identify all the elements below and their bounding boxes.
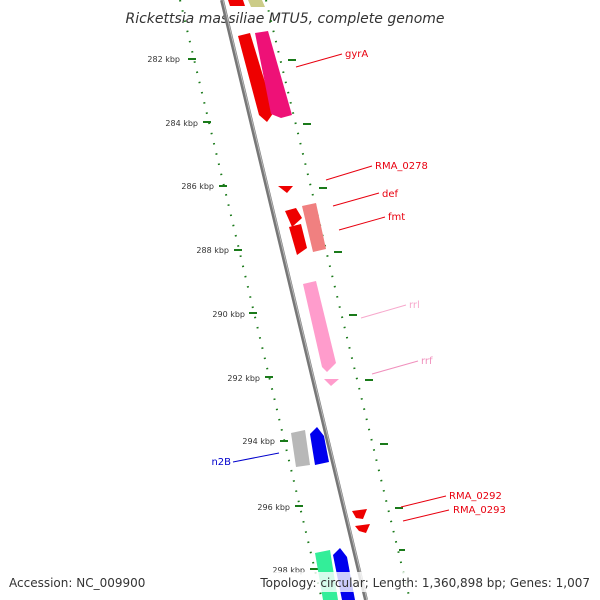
chromosome-backbone-highlight <box>222 0 368 600</box>
label-rrf[interactable]: rrf <box>421 356 433 367</box>
chromosome-backbone <box>220 0 368 600</box>
callout-rrf <box>371 360 419 375</box>
tick-label-284: 284 kbp <box>165 119 198 128</box>
tick-label-288: 288 kbp <box>196 246 229 255</box>
label-rrl[interactable]: rrl <box>409 300 420 311</box>
gene-labels: gyrA RMA_0278 def fmt rrl rrf n2B RMA_02… <box>211 49 506 522</box>
gene-feature-rrf[interactable] <box>324 379 339 386</box>
callout-rrl <box>360 304 407 319</box>
label-fmt[interactable]: fmt <box>388 212 405 223</box>
map-title: Rickettsia massiliae MTU5, complete geno… <box>125 11 444 27</box>
inner-scale-track <box>179 0 323 600</box>
label-n2B[interactable]: n2B <box>211 457 231 468</box>
gene-feature-red-small <box>289 224 307 255</box>
callout-n2B <box>232 452 280 463</box>
gene-feature-top-red <box>228 0 245 6</box>
tick-label-290: 290 kbp <box>212 310 245 319</box>
gene-feature-fmt[interactable] <box>302 203 326 252</box>
scale-ticks: 282 kbp 284 kbp 286 kbp 288 kbp 290 kbp … <box>147 55 405 575</box>
gene-feature-rrl[interactable] <box>303 281 336 372</box>
callout-gyrA <box>295 53 343 68</box>
tick-label-282: 282 kbp <box>147 55 180 64</box>
gene-feature-top-olive <box>248 0 265 7</box>
gene-feature-grey <box>291 430 310 467</box>
genome-summary-text: Topology: circular; Length: 1,360,898 bp… <box>259 576 590 590</box>
label-RMA_0292[interactable]: RMA_0292 <box>449 491 502 502</box>
gene-feature-def[interactable] <box>285 208 302 227</box>
callout-RMA_0293 <box>402 509 450 522</box>
callout-fmt <box>338 216 386 231</box>
gene-features <box>228 0 370 600</box>
gene-feature-RMA_0278[interactable] <box>278 186 293 193</box>
tick-label-296: 296 kbp <box>257 503 290 512</box>
callout-RMA_0292 <box>400 495 447 508</box>
label-def[interactable]: def <box>382 189 399 200</box>
label-gyrA[interactable]: gyrA <box>345 49 368 60</box>
label-RMA_0293[interactable]: RMA_0293 <box>453 505 506 516</box>
tick-label-298: 298 kbp <box>272 566 305 575</box>
tick-label-294: 294 kbp <box>242 437 275 446</box>
footer-backdrop <box>256 572 592 592</box>
gene-feature-n2B[interactable] <box>310 427 329 465</box>
gene-feature-red-large <box>238 33 274 122</box>
callout-def <box>332 192 380 207</box>
tick-label-292: 292 kbp <box>227 374 260 383</box>
gene-feature-gyrA[interactable] <box>255 31 292 118</box>
gene-feature-RMA_0293[interactable] <box>355 524 370 533</box>
label-RMA_0278[interactable]: RMA_0278 <box>375 161 428 172</box>
callout-RMA_0278 <box>325 165 373 181</box>
gene-feature-RMA_0292[interactable] <box>352 509 367 519</box>
accession-text: Accession: NC_009900 <box>9 576 145 590</box>
tick-label-286: 286 kbp <box>181 182 214 191</box>
